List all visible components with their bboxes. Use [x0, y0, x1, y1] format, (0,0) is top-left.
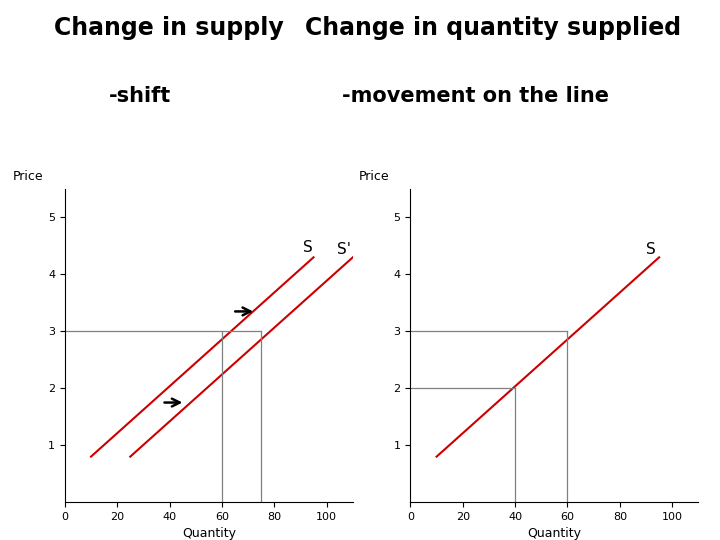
X-axis label: Quantity: Quantity: [527, 528, 582, 540]
Text: -shift: -shift: [109, 86, 171, 106]
Text: Change in quantity supplied: Change in quantity supplied: [305, 16, 681, 40]
X-axis label: Quantity: Quantity: [181, 528, 236, 540]
Text: S: S: [303, 240, 312, 255]
Text: -movement on the line: -movement on the line: [342, 86, 608, 106]
Text: S': S': [337, 242, 351, 258]
Text: Change in supply: Change in supply: [54, 16, 284, 40]
Text: S: S: [646, 242, 656, 258]
Text: Price: Price: [13, 170, 44, 183]
Text: Price: Price: [359, 170, 390, 183]
